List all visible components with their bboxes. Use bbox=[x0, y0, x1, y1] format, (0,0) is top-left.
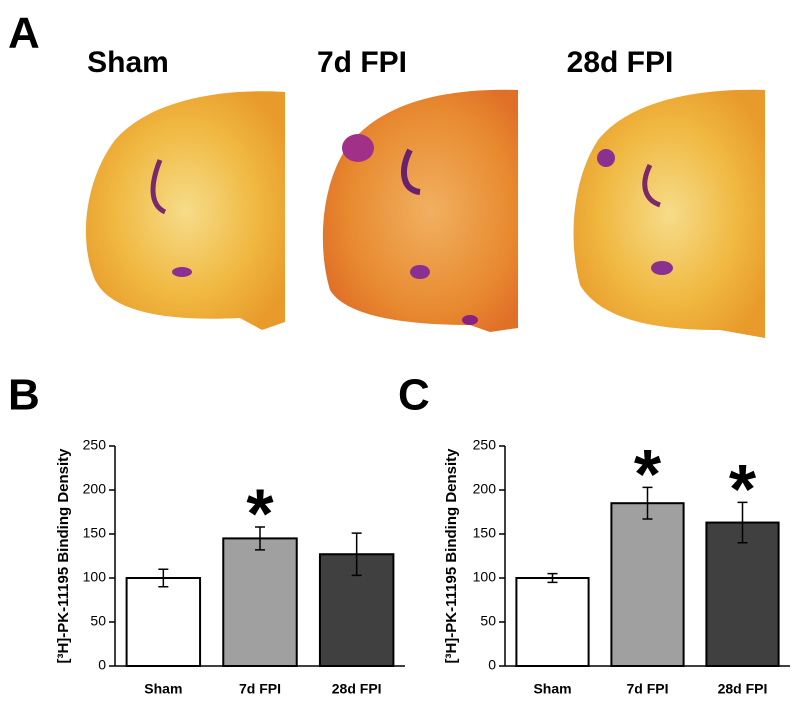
y-tick-label: 0 bbox=[488, 657, 496, 673]
y-axis-label: [³H]-PK-11195 Binding Density bbox=[55, 448, 72, 664]
x-tick-label: Sham bbox=[533, 681, 571, 697]
y-axis-label: [³H]-PK-11195 Binding Density bbox=[443, 448, 460, 664]
y-tick-label: 100 bbox=[83, 569, 107, 585]
bar bbox=[318, 553, 395, 667]
panel-label: B bbox=[8, 371, 40, 420]
y-tick-label: 250 bbox=[473, 437, 497, 453]
y-tick-label: 50 bbox=[480, 613, 496, 629]
x-tick-label: 7d FPI bbox=[626, 681, 668, 697]
y-tick-label: 150 bbox=[473, 525, 497, 541]
bar bbox=[515, 577, 590, 667]
brain-image bbox=[573, 89, 765, 338]
error-bar bbox=[255, 526, 265, 551]
y-tick-label: 200 bbox=[83, 481, 107, 497]
error-bar bbox=[158, 568, 169, 588]
significance-marker: * bbox=[729, 450, 757, 528]
y-tick-label: 250 bbox=[83, 437, 107, 453]
x-tick-label: 7d FPI bbox=[239, 681, 281, 697]
brain-image bbox=[85, 91, 285, 330]
image-label: 7d FPI bbox=[317, 46, 407, 79]
panel-label: A bbox=[8, 9, 40, 58]
bar bbox=[222, 537, 298, 668]
image-label: 28d FPI bbox=[567, 46, 674, 79]
y-tick-label: 150 bbox=[83, 525, 107, 541]
x-tick-label: Sham bbox=[144, 681, 182, 697]
error-bar bbox=[351, 532, 362, 577]
y-tick-label: 100 bbox=[473, 569, 497, 585]
image-label: Sham bbox=[87, 46, 169, 79]
error-bar bbox=[737, 501, 748, 544]
error-bar bbox=[547, 572, 558, 584]
significance-marker: * bbox=[634, 435, 662, 513]
x-tick-label: 28d FPI bbox=[718, 681, 768, 697]
bar bbox=[705, 521, 780, 667]
error-bar bbox=[642, 486, 653, 520]
y-tick-label: 200 bbox=[473, 481, 497, 497]
y-tick-label: 0 bbox=[98, 657, 106, 673]
bar bbox=[125, 577, 202, 667]
x-tick-label: 28d FPI bbox=[332, 681, 382, 697]
y-tick-label: 50 bbox=[90, 613, 106, 629]
bar bbox=[610, 502, 685, 668]
panel-label: C bbox=[398, 371, 430, 420]
brain-image bbox=[322, 89, 518, 332]
significance-marker: * bbox=[246, 474, 274, 552]
